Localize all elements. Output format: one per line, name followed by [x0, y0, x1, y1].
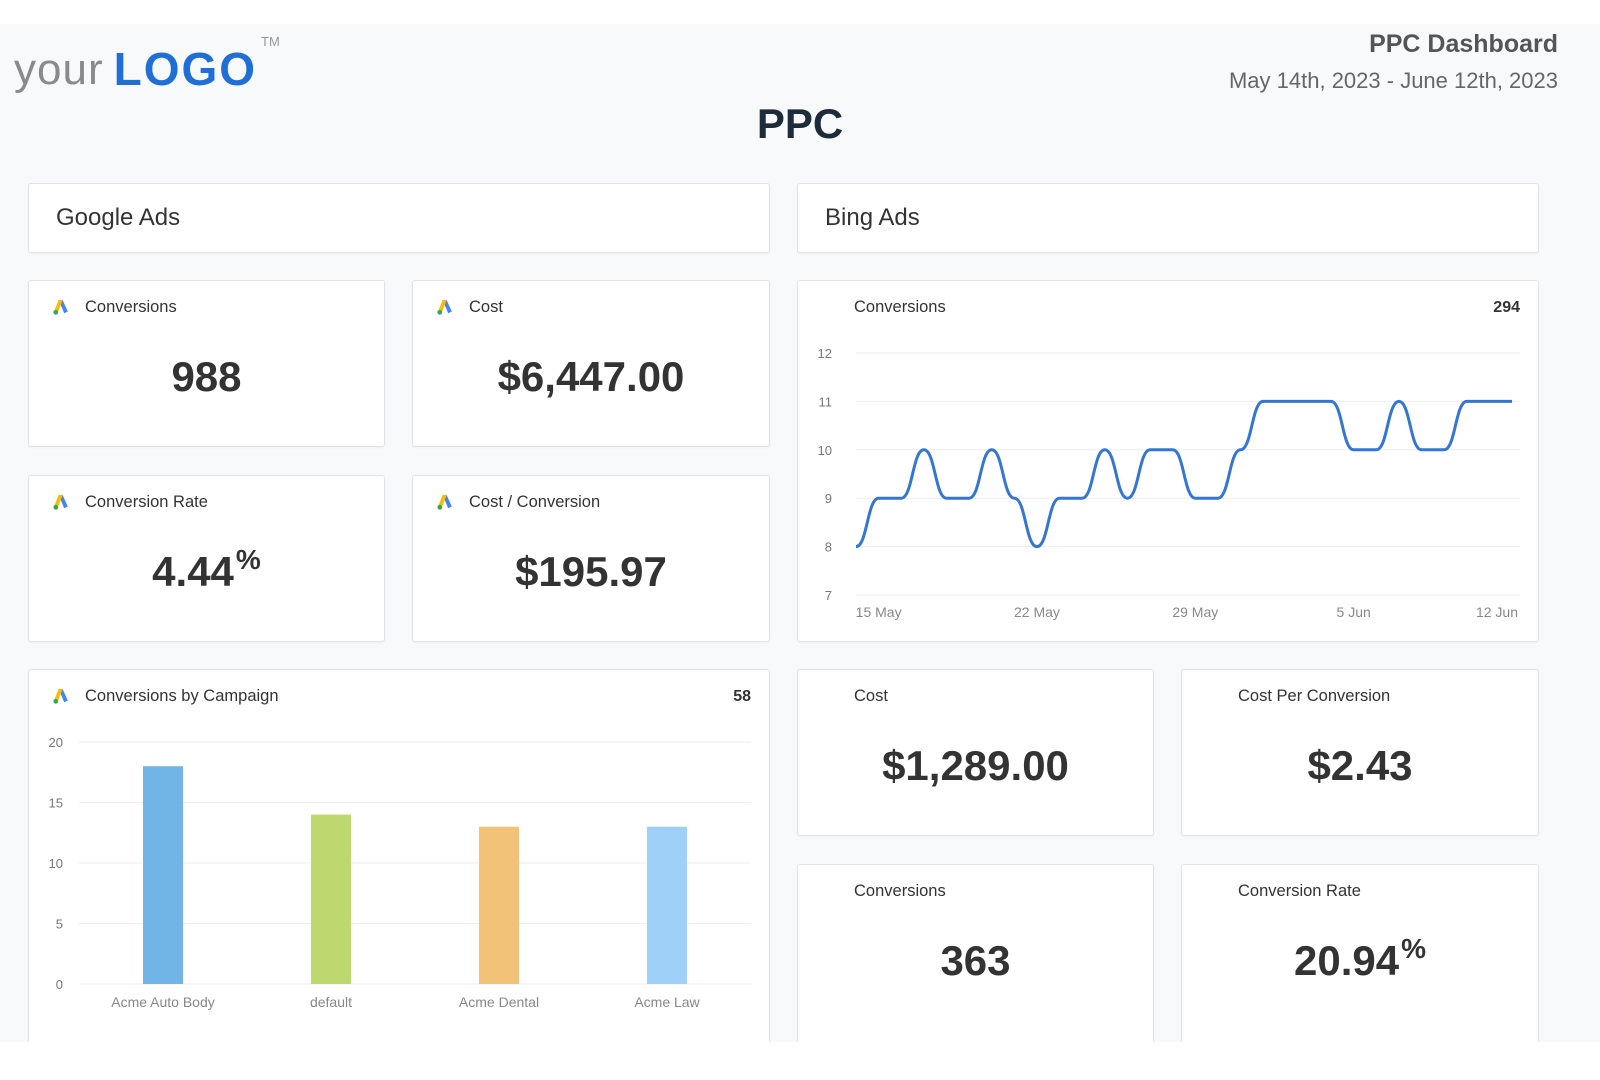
microsoft-ads-icon — [820, 686, 840, 706]
google-ads-logo-svg — [53, 300, 68, 315]
y-tick-label: 0 — [56, 977, 63, 992]
google-ads-icon — [51, 492, 71, 512]
bar[interactable] — [143, 766, 183, 984]
bing-ads-section-header: Bing Ads — [797, 183, 1539, 253]
google-cost-card[interactable]: Cost $6,447.00 — [412, 280, 770, 447]
card-total-count: 58 — [733, 688, 751, 705]
google-ads-logo-svg — [53, 689, 68, 704]
campaign-bar-card[interactable]: Conversions by Campaign 58 0 5 10 15 20 Acme … — [28, 669, 770, 1042]
logo-trademark: TM — [261, 34, 280, 49]
card-header: Cost / Conversion — [435, 492, 600, 512]
google-ads-icon — [51, 297, 71, 317]
card-label: Conversions — [85, 297, 177, 316]
card-label: Conversion Rate — [1238, 881, 1361, 900]
card-header: Conversions — [51, 297, 177, 317]
google-cost-per-conversion-card[interactable]: Cost / Conversion $195.97 — [412, 475, 770, 642]
y-tick-label: 8 — [825, 540, 832, 555]
card-label: Cost — [469, 297, 503, 316]
conversions-line-chart: 7 8 9 10 11 12 15 May 22 May 29 May 5 Jun 12 Jun — [818, 346, 1520, 620]
x-tick-label: 22 May — [1014, 604, 1060, 620]
percent-sign: % — [1401, 933, 1426, 964]
bing-cost-per-conversion-card[interactable]: Cost Per Conversion $2.43 — [1181, 669, 1539, 836]
metric-value: 4.44% — [29, 544, 384, 596]
card-label: Cost / Conversion — [469, 492, 601, 511]
bing-conversions-line-card[interactable]: Conversions 294 7 8 9 10 11 12 15 May 22 May 29 … — [797, 280, 1539, 642]
card-header: Conversions — [820, 881, 946, 901]
x-tick-label: Acme Dental — [459, 994, 539, 1010]
x-tick-label: 5 Jun — [1337, 604, 1371, 620]
x-tick-label: Acme Law — [634, 994, 700, 1010]
bar[interactable] — [311, 814, 351, 984]
card-label: Conversion Rate — [85, 492, 208, 511]
card-header: Conversions by Campaign — [51, 686, 279, 706]
card-label: Conversions by Campaign — [85, 686, 279, 705]
metric-value: 363 — [940, 937, 1011, 984]
metric-value: $6,447.00 — [497, 353, 685, 400]
bing-conversions-card[interactable]: Conversions 363 — [797, 864, 1154, 1042]
x-tick-label: 29 May — [1172, 604, 1218, 620]
y-tick-label: 12 — [818, 346, 832, 361]
card-label: Conversions — [854, 881, 946, 900]
google-conversions-card[interactable]: Conversions 988 — [28, 280, 385, 447]
card-header: Conversion Rate — [51, 492, 208, 512]
y-tick-label: 5 — [56, 917, 63, 932]
date-range: May 14th, 2023 - June 12th, 2023 — [1228, 68, 1558, 93]
microsoft-ads-icon — [1204, 881, 1224, 901]
card-header: Cost — [435, 297, 503, 317]
microsoft-ads-icon — [820, 881, 840, 901]
section-title-google: Google Ads — [56, 204, 181, 231]
google-ads-logo-svg — [437, 300, 452, 315]
section-title-bing: Bing Ads — [825, 204, 920, 231]
card-header: Cost Per Conversion — [1204, 686, 1390, 706]
google-ads-section-header: Google Ads — [28, 183, 770, 253]
metric-value: $195.97 — [515, 548, 667, 595]
google-ads-icon — [435, 297, 455, 317]
metric-value: 988 — [171, 353, 242, 400]
card-label: Cost Per Conversion — [1238, 686, 1391, 705]
microsoft-ads-icon — [1204, 686, 1224, 706]
logo-your-text: your — [14, 45, 104, 94]
x-tick-label: 15 May — [856, 604, 902, 620]
x-tick-label: 12 Jun — [1476, 604, 1518, 620]
google-ads-icon — [435, 492, 455, 512]
campaign-bar-chart: 0 5 10 15 20 Acme Auto Body default Acme Dental… — [49, 735, 751, 1010]
conversions-series-line[interactable] — [855, 399, 1512, 549]
y-tick-label: 11 — [819, 394, 833, 409]
bar[interactable] — [479, 826, 519, 984]
metric-value: 20.94% — [1182, 933, 1538, 985]
card-label: Conversions — [854, 297, 946, 316]
dashboard-page: your LOGO TM PPC Dashboard May 14th, 202… — [0, 24, 1600, 1042]
card-header: Cost — [820, 686, 888, 706]
bar[interactable] — [647, 826, 687, 984]
google-ads-icon — [51, 686, 71, 706]
metric-number: 4.44 — [152, 548, 234, 595]
y-tick-label: 15 — [49, 796, 63, 811]
y-tick-label: 20 — [49, 735, 63, 750]
page-title: PPC — [756, 100, 844, 147]
percent-sign: % — [235, 544, 261, 575]
card-label: Cost — [854, 686, 888, 705]
google-ads-logo-svg — [437, 495, 452, 510]
y-tick-label: 7 — [825, 588, 832, 603]
logo-logo-text: LOGO — [113, 43, 258, 95]
x-tick-label: default — [310, 994, 352, 1010]
google-ads-logo-svg — [53, 495, 68, 510]
bing-cost-card[interactable]: Cost $1,289.00 — [797, 669, 1154, 836]
x-tick-label: Acme Auto Body — [111, 994, 215, 1010]
card-header: Conversion Rate — [1204, 881, 1361, 901]
card-total-count: 294 — [1493, 299, 1520, 316]
dashboard-title: PPC Dashboard — [1369, 30, 1558, 58]
brand-logo: your LOGO TM — [14, 32, 280, 92]
google-conversion-rate-card[interactable]: Conversion Rate 4.44% — [28, 475, 385, 642]
card-header: Conversions — [820, 297, 946, 317]
y-tick-label: 10 — [49, 856, 63, 871]
metric-value: $2.43 — [1307, 742, 1413, 789]
bing-conversion-rate-card[interactable]: Conversion Rate 20.94% — [1181, 864, 1539, 1042]
metric-value: $1,289.00 — [882, 742, 1069, 789]
metric-number: 20.94 — [1293, 937, 1400, 984]
y-tick-label: 9 — [825, 491, 832, 506]
y-tick-label: 10 — [818, 443, 832, 458]
